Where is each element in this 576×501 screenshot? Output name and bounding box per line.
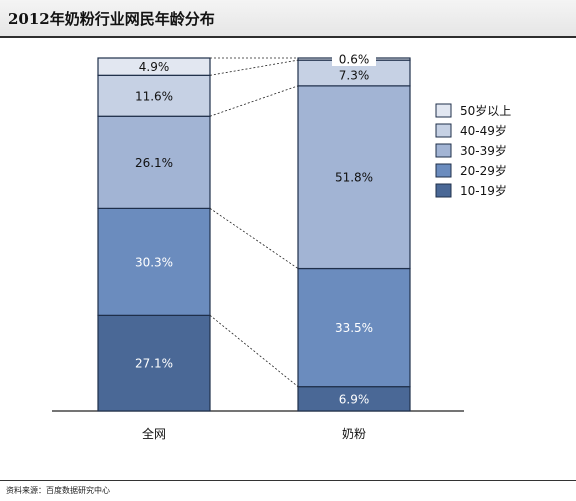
legend-swatch xyxy=(435,163,452,178)
data-label: 33.5% xyxy=(335,321,373,335)
category-label: 奶粉 xyxy=(342,427,366,441)
bar-segment-1-10-19岁 xyxy=(97,314,211,412)
bar-segment-1-30-39岁 xyxy=(97,115,211,209)
connector-line xyxy=(209,208,299,269)
data-label: 11.6% xyxy=(135,89,173,103)
data-label-background xyxy=(332,51,376,66)
legend-swatch xyxy=(435,143,452,158)
bar-segment-1-50岁以上 xyxy=(97,57,211,76)
category-label: 全网 xyxy=(142,426,166,441)
source-note: 资料来源：百度数据研究中心 xyxy=(6,486,110,495)
data-label: 27.1% xyxy=(135,357,173,371)
stacked-bar-chart: 27.1% 30.3% 26.1% 11.6% 4.9% 全网 6.9% 33.5% 51.8%… xyxy=(52,51,511,441)
legend-swatch xyxy=(435,103,452,118)
legend-label: 20-29岁 xyxy=(460,163,507,178)
source-divider xyxy=(0,480,576,481)
legend-label: 10-19岁 xyxy=(460,183,507,198)
bar-segment-2-20-29岁 xyxy=(297,267,411,388)
legend-swatch xyxy=(435,123,452,138)
legend-swatch xyxy=(435,183,452,198)
legend-label: 30-39岁 xyxy=(460,143,507,158)
data-label: 30.3% xyxy=(135,255,173,269)
chart-title: 2012年奶粉行业网民年龄分布 xyxy=(8,10,215,28)
legend-label: 40-49岁 xyxy=(460,123,507,138)
data-label: 0.6% xyxy=(339,53,370,67)
connector-line xyxy=(209,315,299,387)
connector-line xyxy=(209,59,299,76)
title-bar: 2012年奶粉行业网民年龄分布 xyxy=(0,0,576,36)
title-underline xyxy=(0,36,576,38)
data-label: 4.9% xyxy=(139,60,170,74)
data-label: 51.8% xyxy=(335,171,373,185)
data-label: 7.3% xyxy=(339,68,370,82)
data-label: 26.1% xyxy=(135,156,173,170)
legend-label: 50岁以上 xyxy=(460,103,511,118)
connector-line xyxy=(209,85,299,117)
data-label: 6.9% xyxy=(339,392,370,406)
bar-segment-1-20-29岁 xyxy=(97,207,211,316)
